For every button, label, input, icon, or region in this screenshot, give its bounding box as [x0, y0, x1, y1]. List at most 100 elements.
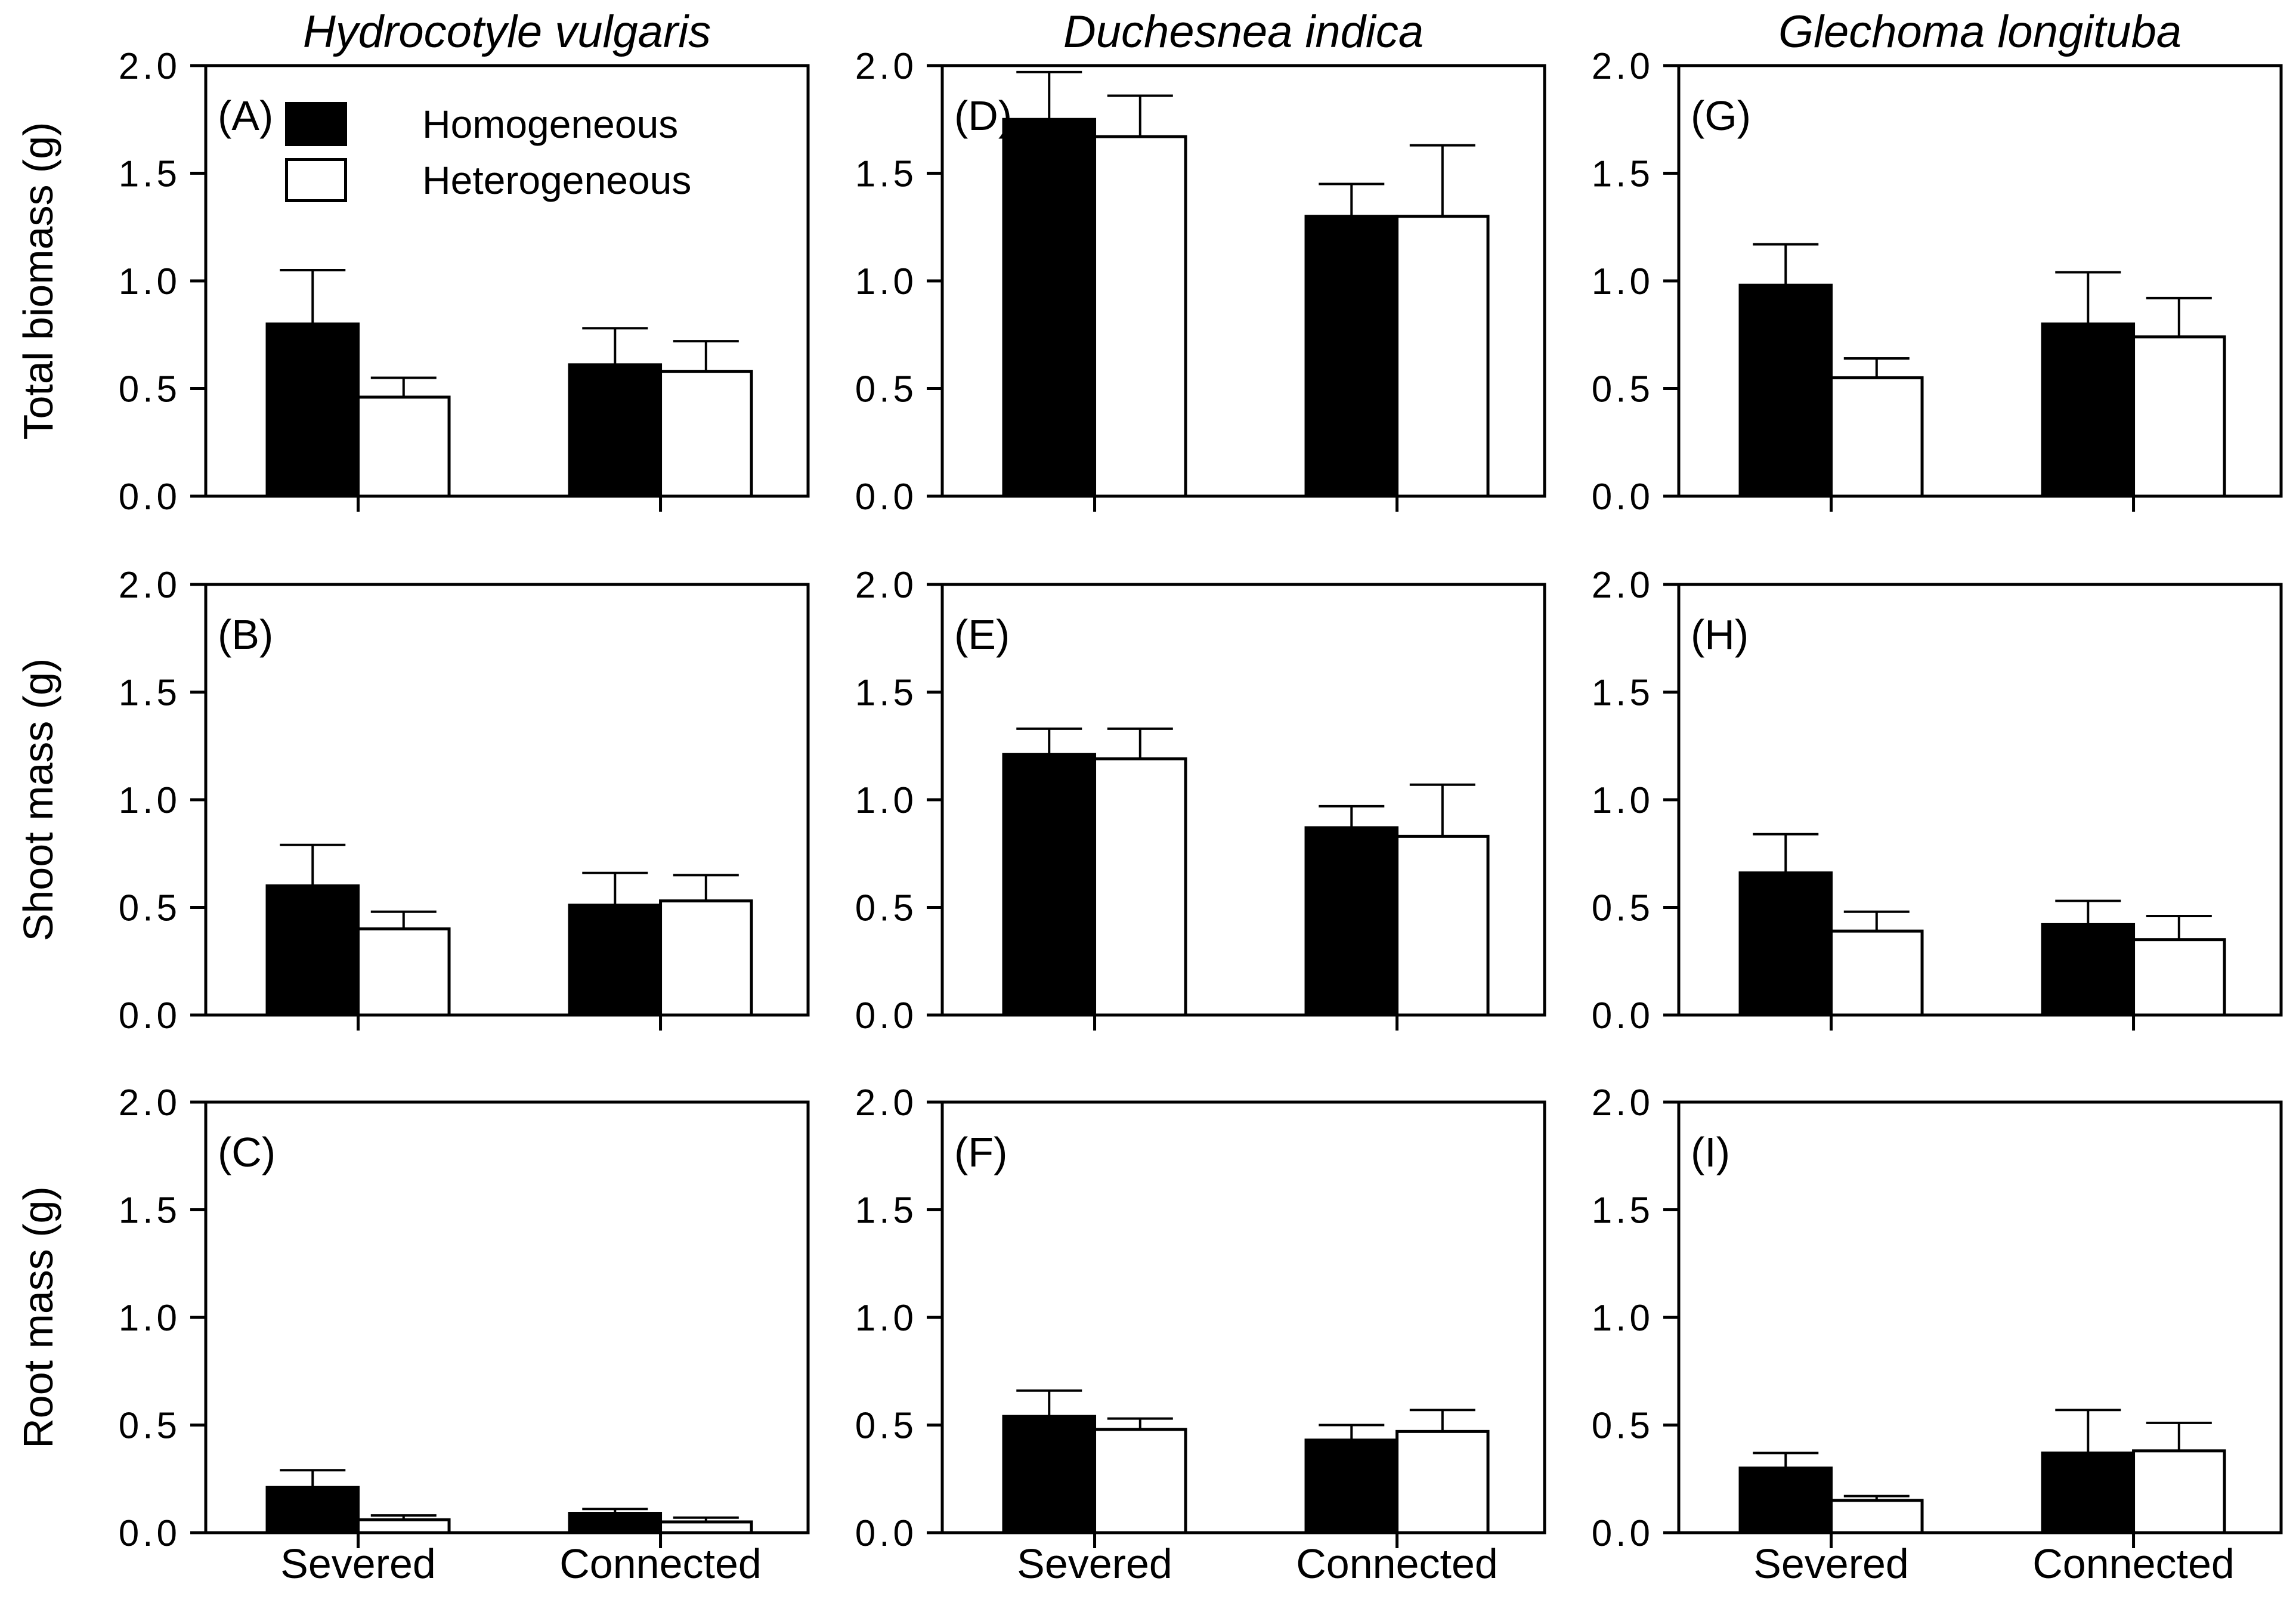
panel-I: 0.0 0.5 1.0 1.5 2.0 (I)	[1592, 1082, 2283, 1554]
panel-F: 0.0 0.5 1.0 1.5 2.0 (F)	[855, 1082, 1546, 1554]
bar-heterogeneous-connected	[2132, 1449, 2226, 1534]
y-tick-label: 1.0	[119, 261, 181, 302]
bar-heterogeneous-severed	[1830, 1499, 1924, 1534]
y-tick-label: 1.0	[855, 780, 917, 821]
y-tick-label: 1.5	[1592, 673, 1654, 714]
y-tick-label: 2.0	[119, 46, 181, 87]
y-tick-label: 1.0	[119, 780, 181, 821]
y-tick-label: 1.0	[855, 1298, 917, 1339]
y-tick-label: 1.5	[119, 673, 181, 714]
bar-homogeneous-connected	[1304, 1438, 1399, 1534]
bar-heterogeneous-severed	[357, 927, 451, 1017]
y-tick-label: 0.0	[119, 477, 181, 518]
legend-item-heterogeneous: Heterogeneous	[285, 156, 691, 204]
legend: Homogeneous Heterogeneous	[285, 100, 691, 212]
x-category-label-severed: Severed	[1017, 1540, 1172, 1587]
bar-homogeneous-connected	[568, 363, 663, 498]
bar-heterogeneous-severed	[1093, 135, 1187, 498]
y-tick-label: 0.5	[1592, 369, 1654, 410]
bar-heterogeneous-connected	[659, 370, 753, 498]
panel-letter-E: (E)	[954, 611, 1010, 658]
x-category-label-connected: Connected	[2032, 1540, 2235, 1587]
bar-heterogeneous-connected	[659, 899, 753, 1017]
column-title-hydrocotyle: Hydrocotyle vulgaris	[302, 7, 711, 57]
bar-homogeneous-connected	[2041, 322, 2136, 498]
bar-homogeneous-severed	[265, 1486, 360, 1534]
y-tick-label: 1.5	[1592, 154, 1654, 195]
y-tick-label: 2.0	[119, 1082, 181, 1124]
y-tick-label: 2.0	[1592, 46, 1654, 87]
y-tick-label: 0.0	[1592, 1513, 1654, 1554]
x-category-label-connected: Connected	[1296, 1540, 1498, 1587]
y-tick-label: 0.5	[855, 369, 917, 410]
x-category-label-severed: Severed	[280, 1540, 436, 1587]
column-title-glechoma: Glechoma longituba	[1778, 7, 2181, 57]
bar-heterogeneous-severed	[357, 395, 451, 498]
y-tick-label: 0.0	[855, 1513, 917, 1554]
x-category-label-severed: Severed	[1753, 1540, 1909, 1587]
panel-letter-C: (C)	[218, 1129, 276, 1175]
y-tick-label: 0.5	[119, 369, 181, 410]
x-category-label-connected: Connected	[559, 1540, 762, 1587]
panel-letter-A: (A)	[218, 92, 273, 139]
y-tick-label: 1.0	[119, 1298, 181, 1339]
panel-A: 0.0 0.5 1.0 1.5 2.0 (A)	[119, 46, 810, 518]
bar-homogeneous-connected	[1304, 826, 1399, 1017]
y-tick-label: 1.5	[1592, 1190, 1654, 1232]
bar-heterogeneous-severed	[1830, 376, 1924, 498]
bar-homogeneous-severed	[265, 884, 360, 1017]
bar-heterogeneous-connected	[2132, 938, 2226, 1017]
legend-swatch-heterogeneous-icon	[285, 158, 347, 202]
y-tick-label: 1.5	[855, 154, 917, 195]
bar-homogeneous-severed	[265, 322, 360, 498]
panel-H: 0.0 0.5 1.0 1.5 2.0 (H)	[1592, 565, 2283, 1036]
bar-heterogeneous-connected	[1395, 1430, 1490, 1534]
column-title-duchesnea: Duchesnea indica	[1063, 7, 1424, 57]
y-tick-label: 0.5	[855, 1406, 917, 1447]
bar-heterogeneous-severed	[1093, 1428, 1187, 1534]
legend-label-homogeneous: Homogeneous	[422, 102, 679, 146]
y-tick-label: 2.0	[1592, 565, 1654, 606]
panel-B: 0.0 0.5 1.0 1.5 2.0 (B)	[119, 565, 810, 1036]
y-tick-label: 1.5	[119, 1190, 181, 1232]
y-tick-label: 1.5	[119, 154, 181, 195]
panel-G: 0.0 0.5 1.0 1.5 2.0 (G)	[1592, 46, 2283, 518]
bar-homogeneous-severed	[1002, 753, 1097, 1017]
y-tick-label: 2.0	[1592, 1082, 1654, 1124]
bar-heterogeneous-severed	[357, 1518, 451, 1534]
y-axis-label-total-biomass: Total biomass (g)	[15, 122, 61, 440]
y-tick-label: 0.5	[1592, 888, 1654, 929]
y-tick-label: 0.5	[855, 888, 917, 929]
y-tick-label: 2.0	[855, 46, 917, 87]
legend-label-heterogeneous: Heterogeneous	[422, 158, 692, 202]
legend-swatch-homogeneous-icon	[285, 102, 347, 146]
y-axis-label-shoot-mass: Shoot mass (g)	[15, 658, 61, 942]
y-tick-label: 0.5	[119, 1406, 181, 1447]
bar-homogeneous-severed	[1738, 871, 1833, 1017]
y-tick-label: 0.0	[1592, 477, 1654, 518]
y-axis-label-root-mass: Root mass (g)	[15, 1186, 61, 1449]
panel-C: 0.0 0.5 1.0 1.5 2.0 (C)	[119, 1082, 810, 1554]
bar-heterogeneous-severed	[1830, 929, 1924, 1017]
y-tick-label: 2.0	[855, 565, 917, 606]
panel-letter-B: (B)	[218, 611, 273, 658]
y-tick-label: 1.5	[855, 673, 917, 714]
panel-letter-G: (G)	[1691, 92, 1751, 139]
bar-homogeneous-severed	[1738, 1466, 1833, 1534]
y-tick-label: 0.0	[119, 1513, 181, 1554]
bar-heterogeneous-severed	[1093, 757, 1187, 1017]
bar-heterogeneous-connected	[1395, 215, 1490, 498]
y-tick-label: 1.0	[855, 261, 917, 302]
panel-D: 0.0 0.5 1.0 1.5 2.0 (D)	[855, 46, 1546, 518]
y-tick-label: 0.0	[855, 995, 917, 1036]
bar-homogeneous-connected	[568, 1512, 663, 1534]
y-tick-label: 1.5	[855, 1190, 917, 1232]
y-tick-label: 2.0	[119, 565, 181, 606]
bar-homogeneous-connected	[2041, 1451, 2136, 1534]
panel-letter-I: (I)	[1691, 1129, 1730, 1175]
bar-heterogeneous-connected	[1395, 834, 1490, 1017]
y-tick-label: 0.0	[119, 995, 181, 1036]
y-tick-label: 2.0	[855, 1082, 917, 1124]
y-tick-label: 1.0	[1592, 261, 1654, 302]
